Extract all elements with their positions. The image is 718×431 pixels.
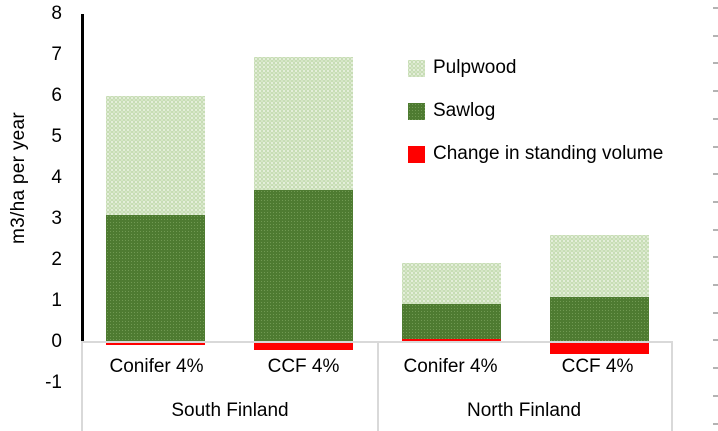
legend-label: Pulpwood xyxy=(433,57,517,78)
plot-area xyxy=(82,14,673,383)
y-tick-label: 0 xyxy=(51,330,62,352)
y-tick-label: 6 xyxy=(51,85,62,106)
right-edge-tick-dash xyxy=(713,395,718,397)
bar-segment xyxy=(401,338,501,342)
right-edge-tick-dash xyxy=(713,62,718,64)
category-label: Conifer 4% xyxy=(403,356,498,377)
y-tick-label: -1 xyxy=(45,371,62,393)
y-tick-label: 1 xyxy=(51,289,62,311)
legend-item: Change in standing volume xyxy=(408,143,664,164)
bar-3 xyxy=(401,14,501,383)
group-divider-line xyxy=(377,343,379,431)
bar-segment xyxy=(549,296,649,342)
category-label: CCF 4% xyxy=(561,356,634,377)
y-tick-label: 2 xyxy=(51,248,62,270)
right-edge-tick-dash xyxy=(713,423,718,425)
bar-segment xyxy=(106,214,206,342)
bar-segment xyxy=(106,96,206,215)
right-edge-tick-dash xyxy=(713,7,718,9)
right-edge-tick-dash xyxy=(713,118,718,120)
group-label: South Finland xyxy=(171,400,289,421)
bar-segment xyxy=(401,304,501,339)
right-edge-tick-dash xyxy=(713,312,718,314)
right-edge-tick-dash xyxy=(713,284,718,286)
bar-4 xyxy=(549,14,649,383)
bar-segment xyxy=(549,235,649,297)
bar-segment xyxy=(549,341,649,354)
right-edge-tick-dash xyxy=(713,201,718,203)
right-edge-tick-dash xyxy=(713,256,718,258)
y-tick-label: 5 xyxy=(51,125,62,147)
right-edge-tick-dash xyxy=(713,90,718,92)
category-labels-row: Conifer 4% CCF 4% Conifer 4% CCF 4% xyxy=(83,355,671,379)
legend-label: Change in standing volume xyxy=(433,143,664,164)
bar-segment xyxy=(401,263,501,304)
y-tick-label: 4 xyxy=(51,166,62,188)
legend-item: Pulpwood xyxy=(408,57,663,78)
legend-swatch-icon xyxy=(408,102,425,120)
right-edge-tick-dash xyxy=(713,35,718,37)
right-edge-tick-dash xyxy=(713,146,718,148)
y-tick-label: 8 xyxy=(51,3,62,25)
right-edge-tick-dash xyxy=(713,229,718,231)
category-label: CCF 4% xyxy=(267,356,340,377)
legend: Pulpwood Sawlog Change in standing volume xyxy=(408,57,664,187)
legend-swatch-icon xyxy=(408,59,425,77)
bar-2 xyxy=(254,14,354,383)
group-label: North Finland xyxy=(466,400,582,421)
right-edge-tick-dash xyxy=(713,367,718,369)
y-axis-line xyxy=(81,14,84,343)
bar-1 xyxy=(106,14,206,383)
legend-swatch-icon xyxy=(408,145,425,163)
category-label: Conifer 4% xyxy=(109,356,204,377)
group-labels-row: South Finland North Finland xyxy=(83,399,671,423)
y-tick-label: 3 xyxy=(51,207,62,229)
legend-item: Sawlog xyxy=(408,100,663,121)
bar-segment xyxy=(254,190,354,342)
bar-segment xyxy=(254,57,354,191)
category-axis-box: Conifer 4% CCF 4% Conifer 4% CCF 4% South F… xyxy=(81,341,673,431)
bar-segment xyxy=(254,341,354,350)
legend-label: Sawlog xyxy=(433,100,496,121)
bar-segment xyxy=(106,341,206,345)
y-tick-label: 7 xyxy=(51,44,62,66)
right-edge-tick-dash xyxy=(713,339,718,341)
right-edge-tick-dash xyxy=(713,173,718,175)
